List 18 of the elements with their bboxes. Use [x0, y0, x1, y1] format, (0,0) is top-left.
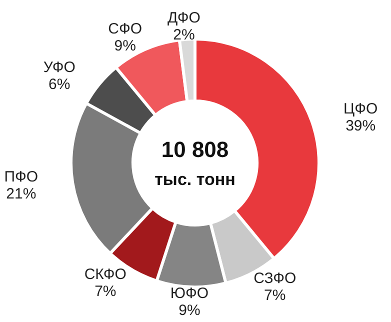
- data-label: 21%: [6, 186, 36, 203]
- slice-label: ЮФО: [170, 284, 209, 302]
- data-label: 9%: [114, 37, 136, 54]
- slice-label: СФО: [108, 20, 142, 38]
- slice-label: СКФО: [84, 266, 126, 283]
- slice-label: ДФО: [167, 9, 200, 26]
- data-label: 7%: [264, 286, 286, 304]
- data-label: 39%: [346, 117, 376, 134]
- slice-label: ПФО: [4, 168, 38, 186]
- slice-label: СЗФО: [254, 270, 296, 287]
- slice-label: ЦФО: [344, 100, 378, 118]
- slice-label: УФО: [43, 59, 76, 76]
- data-label: 6%: [48, 76, 70, 94]
- data-label: 7%: [94, 282, 116, 300]
- data-label: 9%: [178, 302, 200, 319]
- data-label: 2%: [173, 26, 195, 44]
- text: тыс. тонн: [154, 170, 236, 189]
- text: 10 808: [161, 137, 229, 162]
